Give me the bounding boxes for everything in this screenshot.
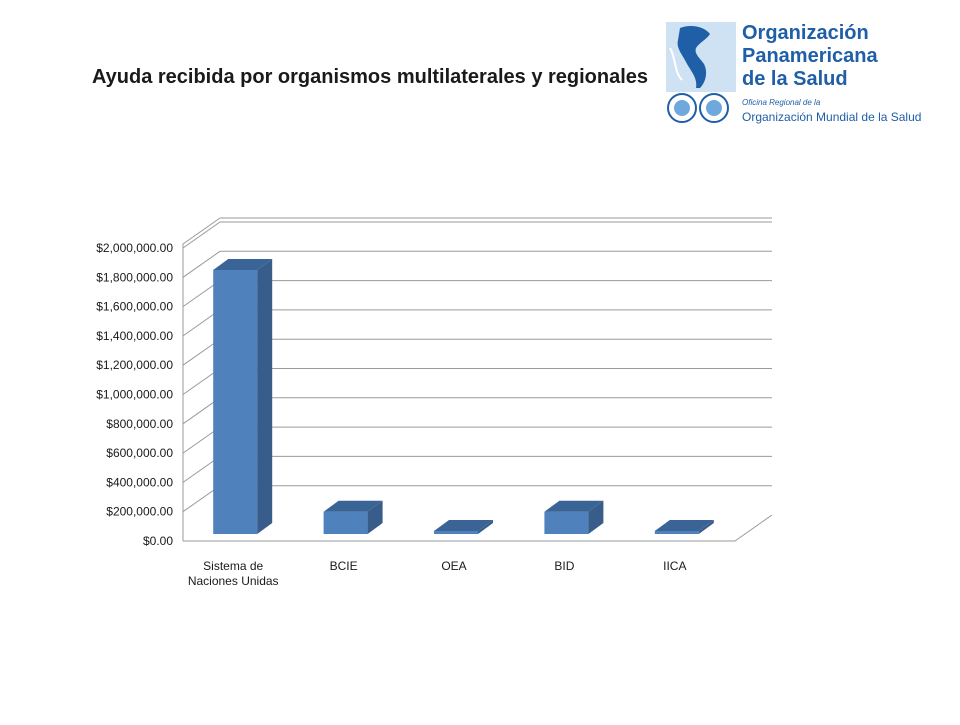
y-tick-label: $1,400,000.00 (96, 329, 173, 343)
bar-side (588, 500, 604, 534)
logo-line-3: de la Salud (742, 68, 848, 90)
x-category-label: Sistema de Naciones Unidas (188, 559, 279, 588)
logo-line-2: Panamericana (742, 45, 878, 67)
slide-title: Ayuda recibida por organismos multilater… (91, 66, 649, 88)
bar (323, 500, 383, 534)
y-tick-label: $2,000,000.00 (96, 241, 173, 255)
bar-side (367, 500, 383, 534)
x-category-label: IICA (663, 559, 686, 573)
bar (213, 258, 273, 534)
bar-side (257, 258, 273, 534)
bar-top (213, 258, 273, 270)
bar-front (544, 511, 589, 534)
bar-front (323, 511, 368, 534)
y-tick-label: $200,000.00 (106, 505, 173, 519)
x-category-label: BCIE (330, 559, 358, 573)
chart-floor (183, 514, 773, 542)
bar (544, 500, 604, 534)
bar-top (654, 520, 714, 531)
logo-line-1: Organización (742, 22, 869, 44)
bar (434, 520, 493, 534)
gridline (182, 250, 772, 278)
bar-top (434, 520, 493, 531)
bar-front (654, 531, 699, 534)
bar-top (544, 500, 604, 512)
y-tick-label: $400,000.00 (106, 475, 173, 489)
y-tick-label: $1,600,000.00 (96, 300, 173, 314)
y-tick-label: $1,800,000.00 (96, 270, 173, 284)
paho-logo: Organización Panamericana de la Salud Of… (660, 18, 925, 130)
globe-logo-icon (666, 22, 736, 123)
chart-wall (182, 217, 772, 541)
logo-subtitle-2: Organización Mundial de la Salud (742, 110, 922, 124)
bar-front (213, 269, 258, 534)
y-tick-label: $1,000,000.00 (96, 388, 173, 402)
bar-front (434, 531, 478, 534)
y-tick-label: $800,000.00 (106, 417, 173, 431)
gridline (182, 221, 772, 249)
bar-side (698, 520, 714, 534)
logo-subtitle-1: Oficina Regional de la (742, 98, 821, 107)
bar-side (478, 520, 493, 534)
y-tick-label: $600,000.00 (106, 446, 173, 460)
x-category-label: OEA (441, 559, 466, 573)
bar (654, 520, 714, 534)
y-tick-label: $0.00 (143, 534, 173, 548)
x-category-label: BID (554, 559, 574, 573)
y-tick-label: $1,200,000.00 (96, 358, 173, 372)
bar-top (323, 500, 383, 512)
